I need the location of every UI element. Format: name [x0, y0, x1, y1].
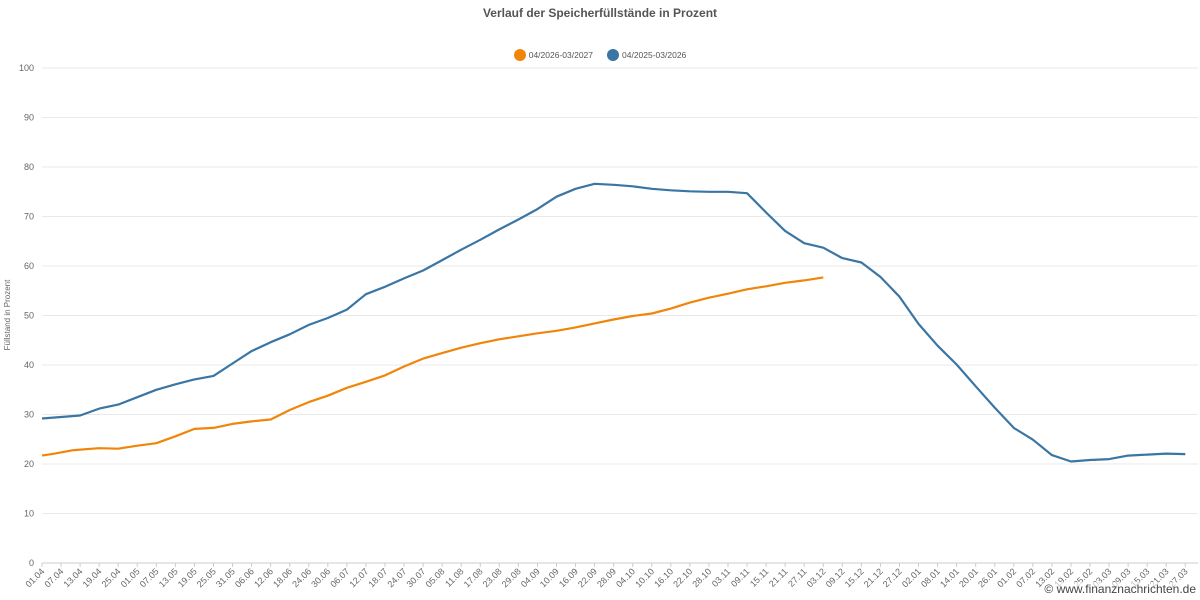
x-tick-label: 30.07	[405, 566, 428, 589]
x-axis: 01.0407.0413.0419.0425.0401.0507.0513.05…	[23, 563, 1190, 589]
x-tick-label: 01.02	[995, 566, 1018, 589]
x-tick-label: 16.09	[557, 566, 580, 589]
x-tick-label: 23.08	[481, 566, 504, 589]
y-tick-label: 30	[24, 410, 34, 420]
x-tick-label: 14.01	[938, 566, 961, 589]
x-tick-label: 19.04	[81, 566, 104, 589]
x-tick-label: 26.01	[976, 566, 999, 589]
x-tick-label: 13.04	[62, 566, 85, 589]
x-tick-label: 20.01	[957, 566, 980, 589]
x-tick-label: 19.05	[176, 566, 199, 589]
x-tick-label: 16.10	[652, 566, 675, 589]
watermark: © www.finanznachrichten.de	[1044, 582, 1196, 596]
x-tick-label: 24.07	[385, 566, 408, 589]
series-line-1[interactable]	[41, 276, 824, 457]
y-tick-label: 100	[19, 63, 34, 73]
plot-area	[41, 182, 1186, 463]
x-tick-label: 04.10	[614, 566, 637, 589]
x-tick-label: 28.10	[690, 566, 713, 589]
y-tick-label: 60	[24, 261, 34, 271]
grid	[42, 67, 1198, 564]
x-tick-label: 18.06	[271, 566, 294, 589]
y-tick-label: 20	[24, 459, 34, 469]
x-tick-label: 11.08	[443, 566, 466, 589]
x-tick-label: 27.11	[786, 566, 809, 589]
x-tick-label: 12.06	[252, 566, 275, 589]
x-tick-label: 22.10	[671, 566, 694, 589]
x-tick-label: 01.04	[23, 566, 46, 589]
x-tick-label: 06.06	[233, 566, 256, 589]
x-tick-label: 07.05	[138, 566, 161, 589]
legend-item-series-1[interactable]: 04/2026-03/2027	[513, 49, 593, 61]
x-tick-label: 10.09	[538, 566, 561, 589]
x-tick-label: 15.12	[843, 566, 866, 589]
y-axis: 0 10 20 30 40 50 60 70 80 90 100	[19, 63, 34, 568]
legend-label-series-2: 04/2025-03/2026	[622, 50, 687, 60]
x-tick-label: 10.10	[633, 566, 656, 589]
x-tick-label: 07.02	[1014, 566, 1037, 589]
x-tick-label: 18.07	[366, 566, 389, 589]
y-tick-label: 40	[24, 360, 34, 370]
x-tick-label: 04.09	[519, 566, 542, 589]
x-tick-label: 29.08	[500, 566, 523, 589]
legend-swatch-series-1	[513, 49, 526, 61]
x-tick-label: 01.05	[119, 566, 142, 589]
x-tick-label: 30.06	[309, 566, 332, 589]
x-tick-label: 03.11	[710, 566, 733, 589]
x-tick-label: 13.05	[157, 566, 180, 589]
x-tick-label: 31.05	[214, 566, 237, 589]
x-tick-label: 02.01	[900, 566, 923, 589]
x-tick-label: 15.11	[748, 566, 771, 589]
x-tick-label: 03.12	[805, 566, 828, 589]
y-tick-label: 0	[29, 558, 34, 568]
y-tick-label: 80	[24, 162, 34, 172]
x-tick-label: 21.11	[767, 566, 790, 589]
x-tick-label: 17.08	[462, 566, 485, 589]
x-tick-label: 28.09	[595, 566, 618, 589]
chart-title: Verlauf der Speicherfüllstände in Prozen…	[482, 6, 718, 20]
x-tick-label: 27.12	[881, 566, 904, 589]
x-tick-label: 06.07	[328, 566, 351, 589]
legend-label-series-1: 04/2026-03/2027	[528, 50, 593, 60]
x-tick-label: 24.06	[290, 566, 313, 589]
x-tick-label: 22.09	[576, 566, 599, 589]
legend-item-series-2[interactable]: 04/2025-03/2026	[607, 49, 686, 61]
x-tick-label: 09.12	[824, 566, 847, 589]
y-tick-label: 70	[24, 212, 34, 222]
legend-swatch-series-2	[607, 49, 619, 61]
y-tick-label: 90	[24, 113, 34, 123]
x-tick-label: 25.05	[195, 566, 218, 589]
chart-legend: 04/2026-03/2027 04/2025-03/2026	[0, 49, 1200, 61]
x-tick-label: 05.08	[424, 566, 447, 589]
x-tick-label: 21.12	[862, 566, 885, 589]
y-axis-label: Füllstand in Prozent	[3, 279, 12, 350]
y-tick-label: 50	[24, 311, 34, 321]
x-tick-label: 09.11	[729, 566, 752, 589]
x-tick-label: 07.04	[42, 566, 65, 589]
x-tick-label: 12.07	[347, 566, 370, 589]
series-line-2[interactable]	[41, 182, 1186, 463]
y-tick-label: 10	[24, 509, 34, 519]
x-tick-label: 25.04	[100, 566, 123, 589]
x-tick-label: 08.01	[919, 566, 942, 589]
